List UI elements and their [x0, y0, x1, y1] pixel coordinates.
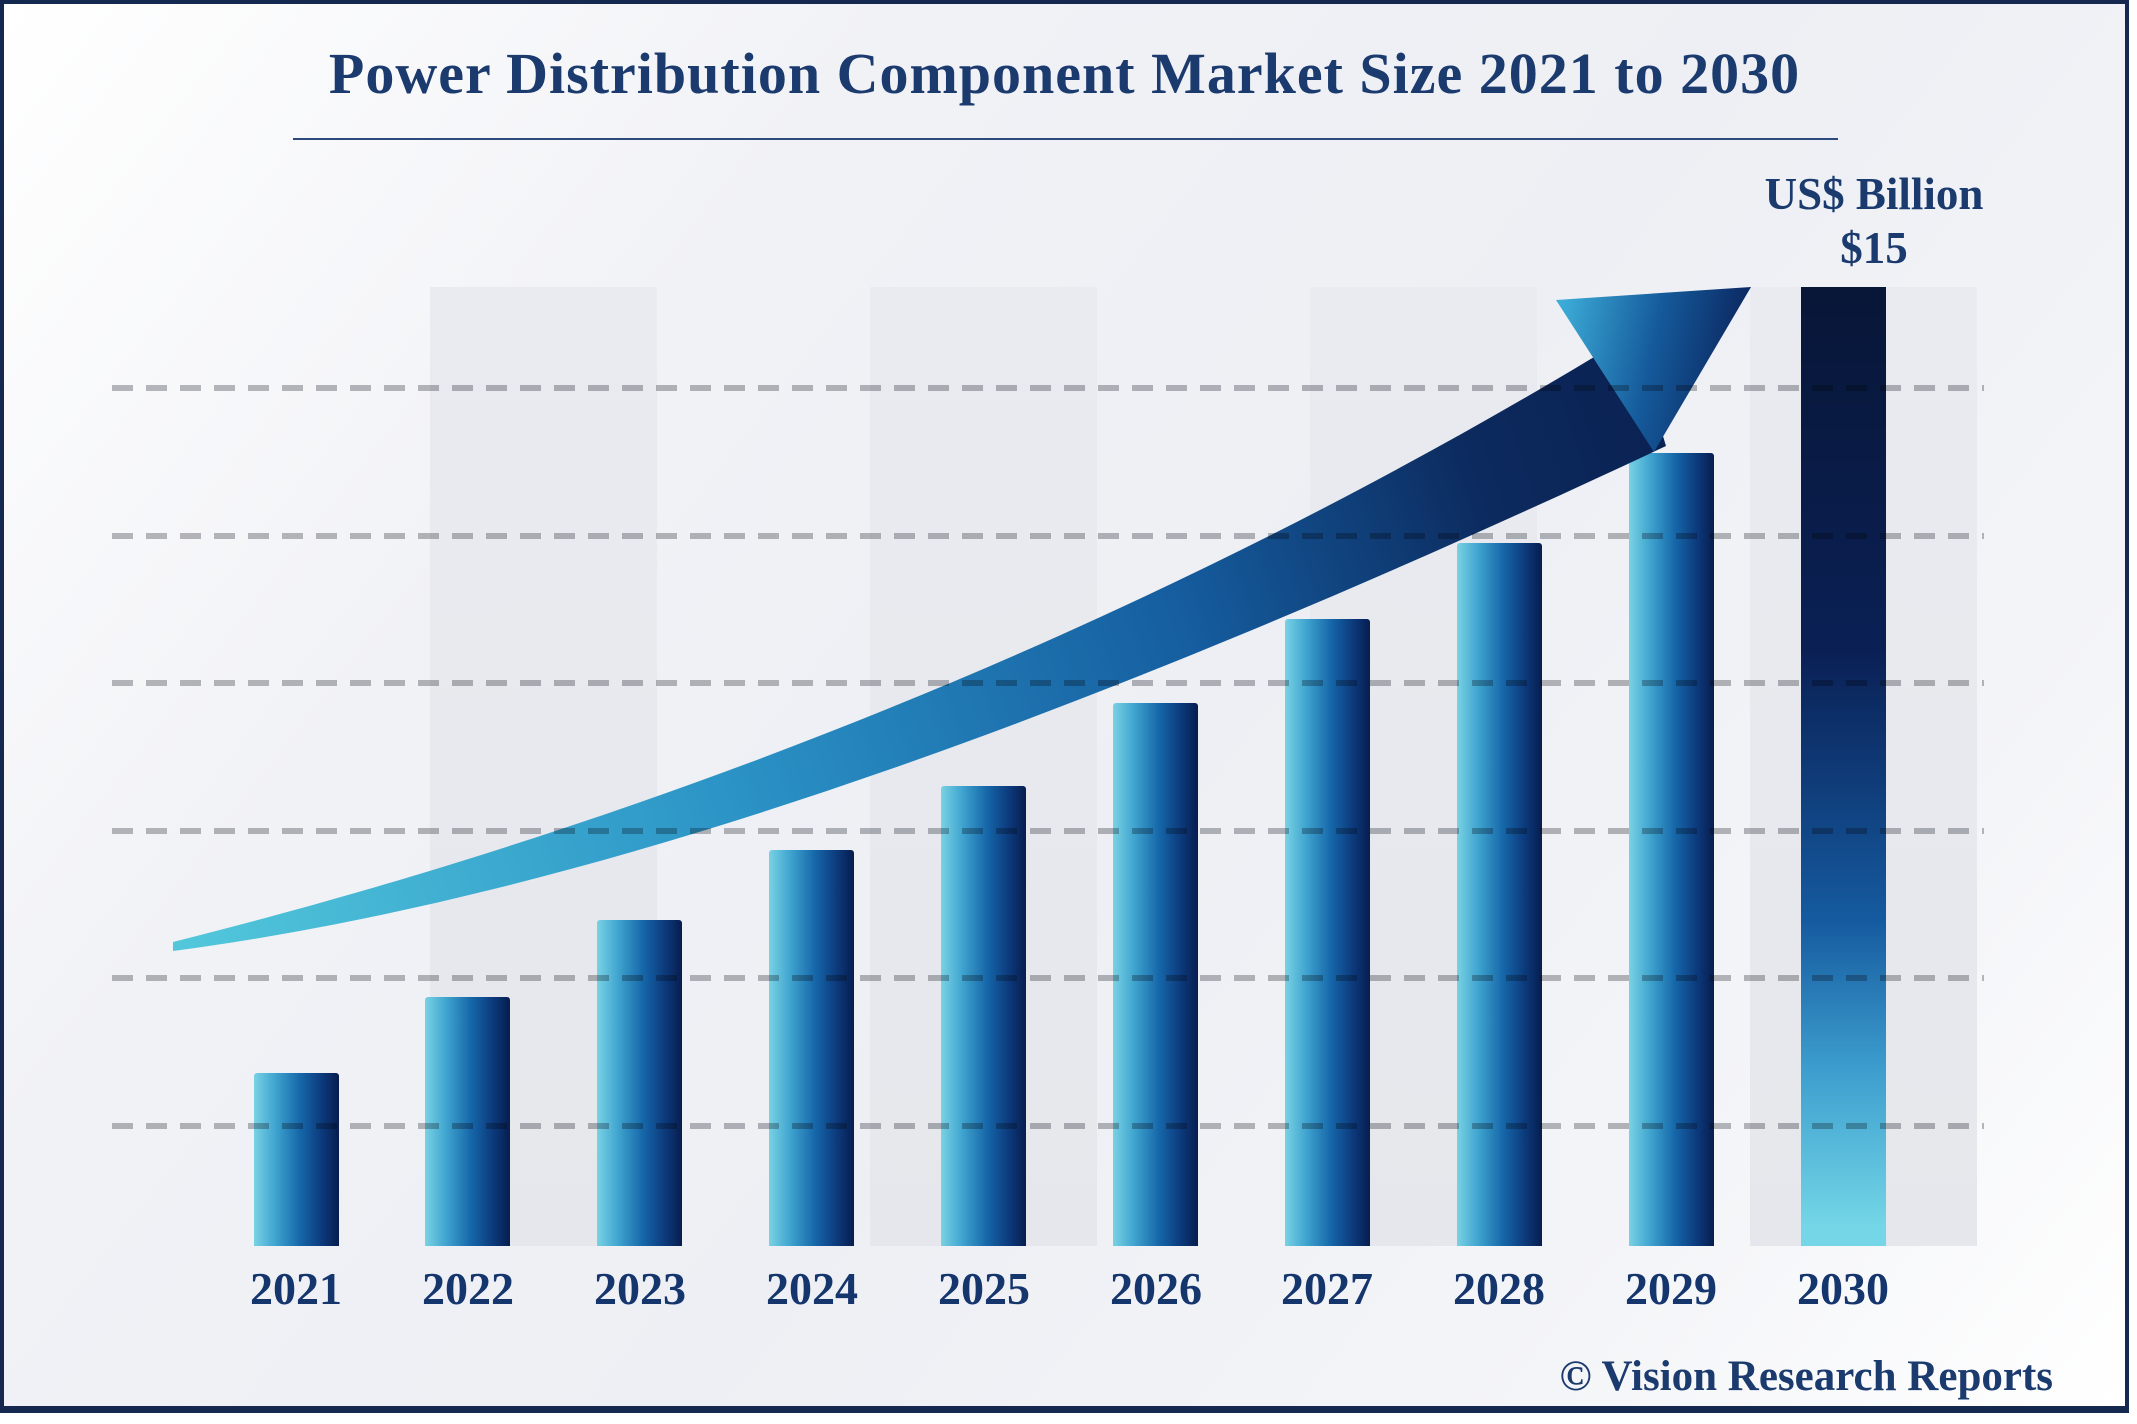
- chart-title: Power Distribution Component Market Size…: [328, 41, 1801, 106]
- bar-2022: [425, 997, 510, 1246]
- bar-2027: [1285, 619, 1370, 1246]
- title-underline: [293, 138, 1838, 140]
- unit-label: US$ Billion: [1764, 169, 1984, 219]
- peak-value-label: $15: [1840, 223, 1908, 273]
- year-label-2028: 2028: [1453, 1263, 1545, 1314]
- arrow-head: [1556, 287, 1751, 452]
- bar-2026: [1113, 703, 1198, 1246]
- year-label-2024: 2024: [766, 1263, 858, 1314]
- credit-footer: © Vision Research Reports: [1559, 1353, 2053, 1400]
- bar-2030: [1801, 287, 1886, 1246]
- plot-area: 2021 2022 2023 2024 2025 2026 2027 2028 2029 2030: [4, 4, 2125, 1406]
- peak-annotation: US$ Billion $15: [1694, 168, 2054, 276]
- year-label-2023: 2023: [594, 1263, 686, 1314]
- bar-2023: [597, 920, 682, 1246]
- year-label-2030: 2030: [1797, 1263, 1889, 1314]
- year-label-2025: 2025: [938, 1263, 1030, 1314]
- year-label-2022: 2022: [422, 1263, 514, 1314]
- bar-2021: [254, 1073, 339, 1246]
- year-label-2021: 2021: [250, 1263, 342, 1314]
- year-label-2029: 2029: [1625, 1263, 1717, 1314]
- bar-2025: [941, 786, 1026, 1246]
- bar-2029: [1629, 453, 1714, 1246]
- year-label-2026: 2026: [1110, 1263, 1202, 1314]
- bar-2024: [769, 850, 854, 1246]
- year-label-2027: 2027: [1281, 1263, 1373, 1314]
- bar-2028: [1457, 543, 1542, 1246]
